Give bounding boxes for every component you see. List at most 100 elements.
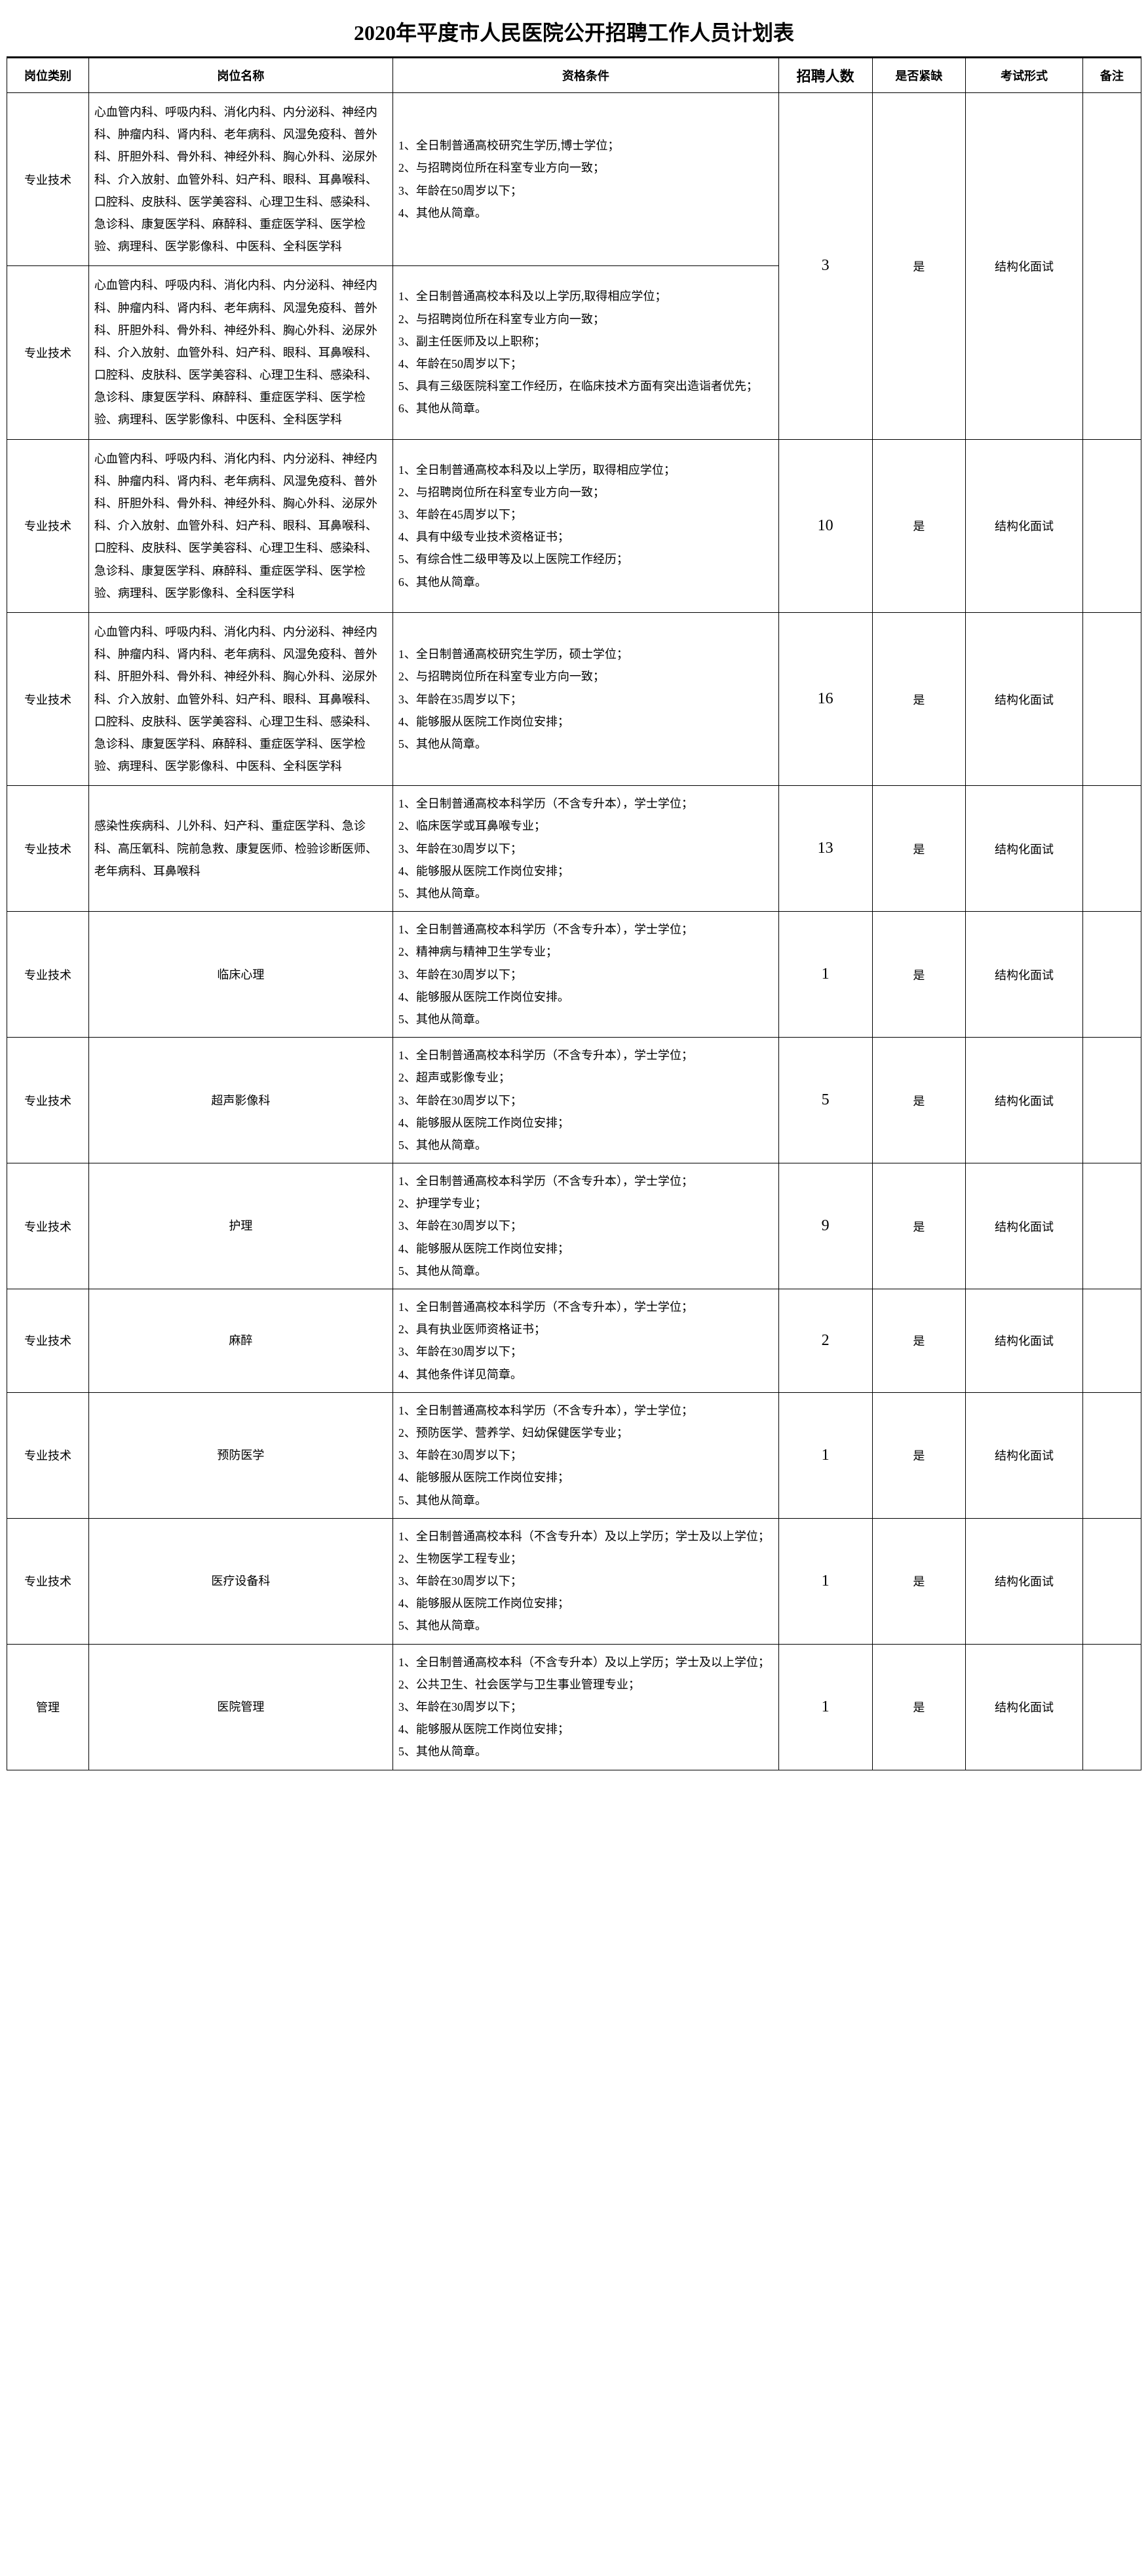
cell-position: 临床心理 (88, 912, 392, 1038)
cell-exam: 结构化面试 (966, 612, 1082, 785)
cell-note (1082, 1392, 1141, 1518)
cell-urgent: 是 (872, 93, 966, 440)
header-note: 备注 (1082, 58, 1141, 93)
header-count: 招聘人数 (778, 58, 872, 93)
cell-count: 5 (778, 1038, 872, 1163)
cell-urgent: 是 (872, 1289, 966, 1393)
cell-exam: 结构化面试 (966, 1644, 1082, 1770)
cell-category: 专业技术 (7, 439, 89, 612)
cell-exam: 结构化面试 (966, 1038, 1082, 1163)
table-row: 专业技术预防医学1、全日制普通高校本科学历（不含专升本），学士学位；2、预防医学… (7, 1392, 1141, 1518)
cell-position: 医疗设备科 (88, 1518, 392, 1644)
cell-note (1082, 1518, 1141, 1644)
table-row: 专业技术心血管内科、呼吸内科、消化内科、内分泌科、神经内科、肿瘤内科、肾内科、老… (7, 93, 1141, 266)
cell-count: 1 (778, 1392, 872, 1518)
cell-note (1082, 93, 1141, 440)
header-category: 岗位类别 (7, 58, 89, 93)
cell-position: 心血管内科、呼吸内科、消化内科、内分泌科、神经内科、肿瘤内科、肾内科、老年病科、… (88, 439, 392, 612)
table-row: 专业技术医疗设备科1、全日制普通高校本科（不含专升本）及以上学历；学士及以上学位… (7, 1518, 1141, 1644)
cell-urgent: 是 (872, 1163, 966, 1289)
cell-urgent: 是 (872, 1518, 966, 1644)
header-position: 岗位名称 (88, 58, 392, 93)
cell-qualification: 1、全日制普通高校本科学历（不含专升本），学士学位；2、超声或影像专业；3、年龄… (392, 1038, 778, 1163)
cell-count: 13 (778, 786, 872, 912)
cell-exam: 结构化面试 (966, 1518, 1082, 1644)
cell-category: 专业技术 (7, 1289, 89, 1393)
cell-count: 9 (778, 1163, 872, 1289)
header-urgent: 是否紧缺 (872, 58, 966, 93)
cell-category: 管理 (7, 1644, 89, 1770)
cell-category: 专业技术 (7, 1518, 89, 1644)
cell-count: 1 (778, 912, 872, 1038)
cell-exam: 结构化面试 (966, 786, 1082, 912)
cell-note (1082, 912, 1141, 1038)
cell-position: 超声影像科 (88, 1038, 392, 1163)
cell-count: 1 (778, 1518, 872, 1644)
cell-position: 预防医学 (88, 1392, 392, 1518)
cell-exam: 结构化面试 (966, 1163, 1082, 1289)
cell-note (1082, 1163, 1141, 1289)
cell-exam: 结构化面试 (966, 93, 1082, 440)
cell-category: 专业技术 (7, 1038, 89, 1163)
cell-category: 专业技术 (7, 912, 89, 1038)
cell-category: 专业技术 (7, 93, 89, 266)
cell-exam: 结构化面试 (966, 1392, 1082, 1518)
cell-qualification: 1、全日制普通高校本科学历（不含专升本），学士学位；2、临床医学或耳鼻喉专业；3… (392, 786, 778, 912)
cell-qualification: 1、全日制普通高校本科学历（不含专升本），学士学位；2、精神病与精神卫生学专业；… (392, 912, 778, 1038)
cell-urgent: 是 (872, 439, 966, 612)
cell-position: 麻醉 (88, 1289, 392, 1393)
cell-position: 护理 (88, 1163, 392, 1289)
cell-position: 医院管理 (88, 1644, 392, 1770)
cell-category: 专业技术 (7, 266, 89, 439)
table-row: 管理医院管理1、全日制普通高校本科（不含专升本）及以上学历；学士及以上学位；2、… (7, 1644, 1141, 1770)
table-row: 专业技术感染性疾病科、儿外科、妇产科、重症医学科、急诊科、高压氧科、院前急救、康… (7, 786, 1141, 912)
cell-qualification: 1、全日制普通高校本科及以上学历,取得相应学位；2、与招聘岗位所在科室专业方向一… (392, 266, 778, 439)
cell-qualification: 1、全日制普通高校本科（不含专升本）及以上学历；学士及以上学位；2、生物医学工程… (392, 1518, 778, 1644)
cell-category: 专业技术 (7, 1163, 89, 1289)
cell-count: 16 (778, 612, 872, 785)
table-row: 专业技术心血管内科、呼吸内科、消化内科、内分泌科、神经内科、肿瘤内科、肾内科、老… (7, 612, 1141, 785)
cell-count: 10 (778, 439, 872, 612)
cell-count: 2 (778, 1289, 872, 1393)
cell-urgent: 是 (872, 1644, 966, 1770)
cell-note (1082, 439, 1141, 612)
cell-qualification: 1、全日制普通高校研究生学历，硕士学位；2、与招聘岗位所在科室专业方向一致；3、… (392, 612, 778, 785)
cell-note (1082, 786, 1141, 912)
table-row: 专业技术护理1、全日制普通高校本科学历（不含专升本），学士学位；2、护理学专业；… (7, 1163, 1141, 1289)
cell-qualification: 1、全日制普通高校本科（不含专升本）及以上学历；学士及以上学位；2、公共卫生、社… (392, 1644, 778, 1770)
cell-note (1082, 612, 1141, 785)
cell-urgent: 是 (872, 612, 966, 785)
table-row: 专业技术麻醉1、全日制普通高校本科学历（不含专升本），学士学位；2、具有执业医师… (7, 1289, 1141, 1393)
cell-category: 专业技术 (7, 612, 89, 785)
cell-urgent: 是 (872, 786, 966, 912)
cell-qualification: 1、全日制普通高校本科学历（不含专升本），学士学位；2、护理学专业；3、年龄在3… (392, 1163, 778, 1289)
cell-note (1082, 1289, 1141, 1393)
cell-position: 心血管内科、呼吸内科、消化内科、内分泌科、神经内科、肿瘤内科、肾内科、老年病科、… (88, 266, 392, 439)
cell-urgent: 是 (872, 912, 966, 1038)
cell-qualification: 1、全日制普通高校本科及以上学历，取得相应学位； 2、与招聘岗位所在科室专业方向… (392, 439, 778, 612)
table-row: 专业技术超声影像科1、全日制普通高校本科学历（不含专升本），学士学位；2、超声或… (7, 1038, 1141, 1163)
recruitment-table: 岗位类别 岗位名称 资格条件 招聘人数 是否紧缺 考试形式 备注 专业技术心血管… (7, 58, 1141, 1770)
cell-position: 感染性疾病科、儿外科、妇产科、重症医学科、急诊科、高压氧科、院前急救、康复医师、… (88, 786, 392, 912)
table-row: 专业技术临床心理1、全日制普通高校本科学历（不含专升本），学士学位；2、精神病与… (7, 912, 1141, 1038)
cell-exam: 结构化面试 (966, 912, 1082, 1038)
table-header-row: 岗位类别 岗位名称 资格条件 招聘人数 是否紧缺 考试形式 备注 (7, 58, 1141, 93)
page-title: 2020年平度市人民医院公开招聘工作人员计划表 (7, 7, 1141, 58)
cell-exam: 结构化面试 (966, 439, 1082, 612)
cell-urgent: 是 (872, 1392, 966, 1518)
cell-qualification: 1、全日制普通高校研究生学历,博士学位；2、与招聘岗位所在科室专业方向一致；3、… (392, 93, 778, 266)
cell-category: 专业技术 (7, 1392, 89, 1518)
cell-qualification: 1、全日制普通高校本科学历（不含专升本），学士学位；2、预防医学、营养学、妇幼保… (392, 1392, 778, 1518)
cell-urgent: 是 (872, 1038, 966, 1163)
cell-note (1082, 1038, 1141, 1163)
cell-category: 专业技术 (7, 786, 89, 912)
cell-note (1082, 1644, 1141, 1770)
table-row: 专业技术心血管内科、呼吸内科、消化内科、内分泌科、神经内科、肿瘤内科、肾内科、老… (7, 439, 1141, 612)
cell-count: 3 (778, 93, 872, 440)
header-exam: 考试形式 (966, 58, 1082, 93)
cell-exam: 结构化面试 (966, 1289, 1082, 1393)
cell-position: 心血管内科、呼吸内科、消化内科、内分泌科、神经内科、肿瘤内科、肾内科、老年病科、… (88, 93, 392, 266)
cell-qualification: 1、全日制普通高校本科学历（不含专升本），学士学位；2、具有执业医师资格证书；3… (392, 1289, 778, 1393)
cell-count: 1 (778, 1644, 872, 1770)
header-qualification: 资格条件 (392, 58, 778, 93)
